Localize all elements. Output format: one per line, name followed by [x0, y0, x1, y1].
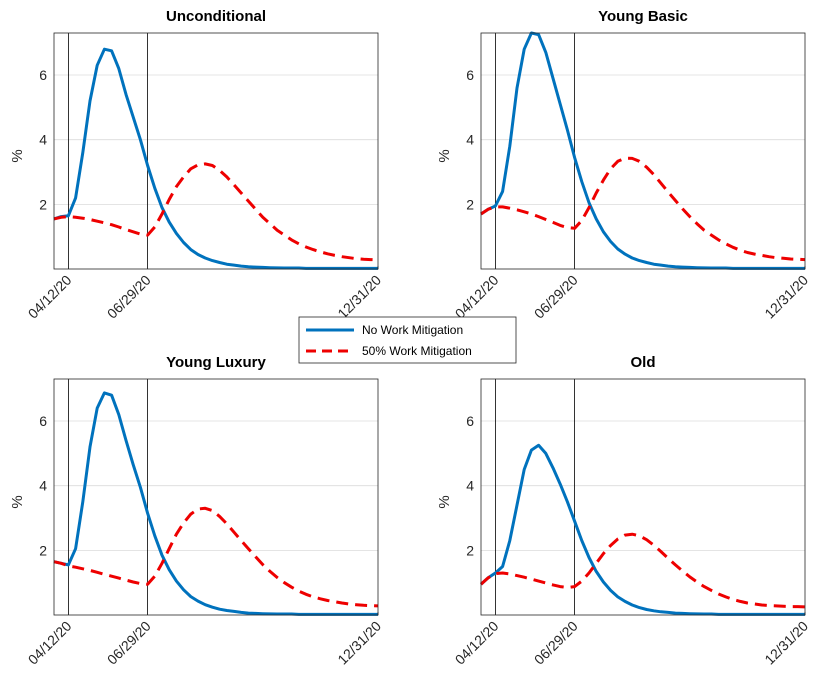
panel-title: Unconditional — [166, 8, 266, 25]
panel-young-luxury: 2 4 6 04/12/20 06/29/20 12/31/20 Young Luxury% — [9, 354, 384, 668]
panel-unconditional: 2 4 6 04/12/20 06/29/20 12/31/20 Unconditional… — [9, 8, 384, 322]
panel-title: Old — [631, 354, 656, 371]
y-tick-label: 4 — [39, 132, 47, 148]
y-tick-label: 4 — [466, 132, 474, 148]
x-tick-label: 06/29/20 — [531, 618, 581, 668]
y-tick-label: 2 — [466, 196, 474, 212]
series-line-50pct-work-mitigation — [480, 156, 806, 262]
series-line-50pct-work-mitigation — [53, 162, 379, 262]
y-axis-label: % — [9, 495, 26, 508]
y-tick-label: 6 — [466, 413, 474, 429]
y-tick-label: 6 — [39, 67, 47, 83]
panel-title: Young Basic — [598, 8, 688, 25]
x-tick-label: 04/12/20 — [25, 618, 75, 668]
y-tick-label: 6 — [39, 413, 47, 429]
axes-box — [480, 32, 806, 270]
series-line-50pct-work-mitigation — [53, 506, 379, 608]
x-tick-label: 06/29/20 — [531, 272, 581, 322]
y-axis-label: % — [9, 149, 26, 162]
x-tick-label: 04/12/20 — [25, 272, 75, 322]
legend-label-no-work-mitigation: No Work Mitigation — [362, 323, 463, 337]
x-tick-label: 12/31/20 — [761, 272, 811, 322]
y-tick-label: 2 — [39, 542, 47, 558]
y-tick-label: 4 — [39, 478, 47, 494]
x-tick-label: 12/31/20 — [761, 618, 811, 668]
panel-young-basic: 2 4 6 04/12/20 06/29/20 12/31/20 Young Basic% — [436, 8, 811, 322]
series-line-50pct-work-mitigation — [479, 532, 806, 609]
series-line-no-work-mitigation — [479, 443, 805, 616]
plot-area — [481, 379, 805, 615]
y-axis-label: % — [436, 149, 453, 162]
series-line-no-work-mitigation — [53, 47, 378, 270]
y-tick-label: 6 — [466, 67, 474, 83]
series-line-no-work-mitigation — [480, 31, 805, 270]
x-tick-label: 04/12/20 — [452, 272, 502, 322]
plot-area — [481, 33, 805, 269]
panel-title: Young Luxury — [166, 354, 266, 371]
x-tick-label: 06/29/20 — [104, 272, 154, 322]
x-tick-label: 12/31/20 — [334, 618, 384, 668]
legend-label-50pct-work-mitigation: 50% Work Mitigation — [362, 344, 472, 358]
x-tick-label: 06/29/20 — [104, 618, 154, 668]
y-tick-label: 2 — [39, 196, 47, 212]
plot-area — [54, 379, 378, 615]
x-tick-label: 04/12/20 — [452, 618, 502, 668]
y-tick-label: 4 — [466, 478, 474, 494]
panels: 2 4 6 04/12/20 06/29/20 12/31/20 Unconditional… — [9, 8, 811, 668]
axes-box — [53, 32, 379, 270]
y-tick-label: 2 — [466, 542, 474, 558]
legend-box — [298, 316, 517, 364]
x-tick-label: 12/31/20 — [334, 272, 384, 322]
axes-box — [53, 378, 379, 616]
y-axis-label: % — [436, 495, 453, 508]
plot-area — [54, 33, 378, 269]
series-line-no-work-mitigation — [53, 391, 378, 616]
axes-box — [480, 378, 806, 616]
panel-old: 2 4 6 04/12/20 06/29/20 12/31/20 Old% — [436, 354, 811, 668]
legend: No Work Mitigation 50% Work Mitigation — [298, 316, 517, 364]
